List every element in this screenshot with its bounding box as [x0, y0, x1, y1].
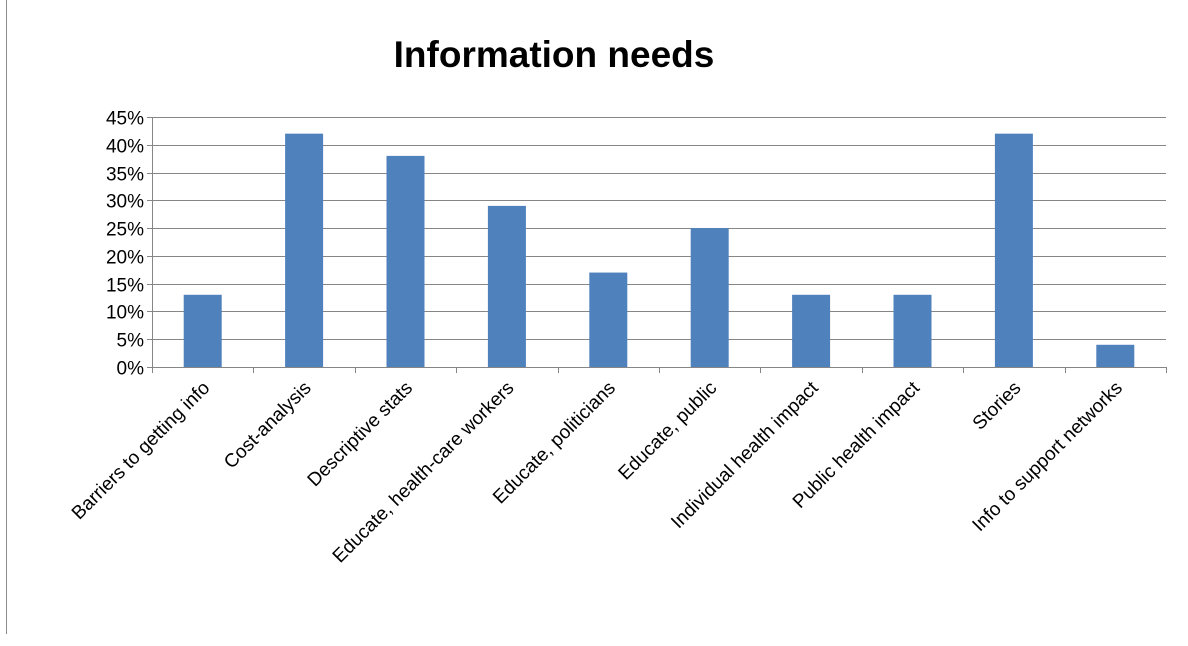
y-tick-label: 45% [106, 109, 144, 130]
bar [487, 205, 526, 367]
bar [893, 294, 932, 367]
bar [386, 155, 425, 367]
bar [285, 133, 324, 367]
bar [690, 228, 729, 367]
x-category-label: Descriptive stats [304, 378, 417, 491]
frame-left-edge [6, 0, 7, 634]
x-category-label: Cost-analysis [220, 378, 315, 473]
y-tick-label: 40% [106, 137, 144, 158]
y-tick-label: 15% [106, 276, 144, 297]
chart-title: Information needs [393, 34, 715, 75]
x-category-label: Barriers to getting info [68, 378, 214, 524]
y-tick-label: 5% [117, 331, 145, 352]
x-category-label: Educate, health-care workers [329, 378, 519, 568]
y-tick-label: 20% [106, 248, 144, 269]
y-tick-label: 10% [106, 303, 144, 324]
x-category-label: Educate, public [615, 378, 722, 485]
bar [589, 272, 628, 367]
x-category-label: Stories [969, 378, 1026, 435]
y-tick-label: 0% [117, 359, 145, 380]
y-tick-label: 30% [106, 192, 144, 213]
bar [183, 294, 222, 367]
y-tick-label: 35% [106, 165, 144, 186]
bar [994, 133, 1033, 367]
bar [1096, 344, 1135, 367]
bar [792, 294, 831, 367]
y-tick-label: 25% [106, 220, 144, 241]
